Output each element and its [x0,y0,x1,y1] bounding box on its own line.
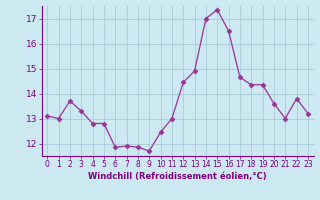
X-axis label: Windchill (Refroidissement éolien,°C): Windchill (Refroidissement éolien,°C) [88,172,267,181]
